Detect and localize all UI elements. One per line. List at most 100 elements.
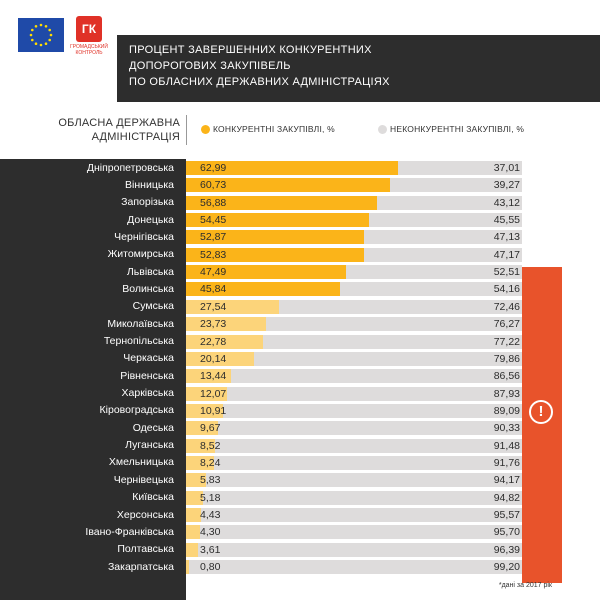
- noncompetitive-bar: [186, 317, 522, 332]
- region-label: Кіровоградська: [99, 404, 174, 417]
- region-label: Дніпропетровська: [86, 161, 174, 174]
- competitive-bar: [186, 508, 201, 522]
- competitive-bar: [186, 265, 346, 280]
- footnote: *дані за 2017 рік: [498, 582, 552, 589]
- region-label: Чернівецька: [113, 473, 174, 486]
- noncompetitive-bar: [186, 334, 522, 349]
- region-label: Сумська: [132, 300, 174, 313]
- region-label: Харківська: [121, 387, 174, 400]
- noncompetitive-bar: [186, 455, 522, 470]
- competitive-bar: [186, 490, 204, 505]
- competitive-value-label: 8,24: [200, 456, 221, 469]
- noncompetitive-bar: [186, 490, 522, 505]
- region-label-panel: [0, 159, 186, 600]
- competitive-bar: [186, 334, 263, 349]
- region-label: Полтавська: [117, 543, 174, 556]
- region-label: Миколаївська: [107, 317, 174, 330]
- noncompetitive-value-label: 99,20: [493, 561, 520, 574]
- region-label: Тернопільська: [103, 335, 174, 347]
- noncompetitive-value-label: 39,27: [493, 179, 520, 192]
- competitive-value-label: 23,73: [200, 318, 227, 331]
- competitive-value-label: 4,30: [200, 526, 221, 539]
- legend-noncompetitive-label: НЕКОНКУРЕНТНІ ЗАКУПІВЛІ, %: [390, 124, 525, 134]
- competitive-value-label: 20,14: [200, 352, 227, 365]
- noncompetitive-bar: [186, 421, 522, 436]
- noncompetitive-value-label: 47,13: [493, 231, 520, 244]
- competitive-bar: [186, 438, 215, 453]
- competitive-bar: [186, 213, 369, 228]
- noncompetitive-value-label: 91,76: [493, 456, 520, 469]
- competitive-value-label: 5,83: [200, 474, 221, 487]
- competitive-value-label: 45,84: [200, 283, 227, 296]
- region-label: Черкаська: [123, 352, 174, 365]
- competitive-value-label: 13,44: [200, 370, 227, 383]
- gk-logo-mark: ГК: [76, 16, 102, 42]
- competitive-value-label: 52,83: [200, 248, 227, 261]
- title-box: ПРОЦЕНТ ЗАВЕРШЕННИХ КОНКУРЕНТНИХ ДОПОРОГ…: [117, 35, 600, 102]
- noncompetitive-value-label: 37,01: [493, 162, 520, 174]
- gk-logo: ГК ГРОМАДСЬКИЙ КОНТРОЛЬ: [70, 16, 108, 56]
- competitive-value-label: 62,99: [200, 162, 227, 174]
- noncompetitive-value-label: 87,93: [493, 387, 520, 400]
- noncompetitive-bar: [186, 351, 522, 366]
- noncompetitive-value-label: 76,27: [493, 318, 520, 331]
- region-label: Київська: [132, 491, 174, 504]
- alert-highlight-bar: [522, 267, 562, 583]
- region-label: Одеська: [132, 421, 174, 434]
- noncompetitive-value-label: 95,57: [493, 509, 520, 521]
- competitive-bar: [186, 230, 364, 245]
- competitive-value-label: 8,52: [200, 439, 221, 452]
- noncompetitive-bar: [186, 386, 522, 401]
- competitive-bar: [186, 351, 254, 366]
- competitive-bar: [186, 386, 227, 401]
- competitive-bar: [186, 473, 206, 488]
- competitive-value-label: 4,43: [200, 509, 221, 521]
- competitive-bar: [186, 299, 279, 314]
- exclamation-icon: !: [529, 400, 553, 424]
- noncompetitive-value-label: 96,39: [493, 543, 520, 556]
- competitive-value-label: 10,91: [200, 404, 227, 417]
- title-line-2: ДОПОРОГОВИХ ЗАКУПІВЕЛЬ: [129, 60, 291, 72]
- title-line-3: ПО ОБЛАСНИХ ДЕРЖАВНИХ АДМІНІСТРАЦІЯХ: [129, 76, 390, 88]
- competitive-value-label: 0,80: [200, 561, 221, 574]
- competitive-value-label: 9,67: [200, 422, 221, 435]
- noncompetitive-bar: [186, 403, 522, 418]
- noncompetitive-value-label: 91,48: [493, 439, 520, 452]
- eu-flag-icon: [18, 18, 64, 52]
- region-label: Хмельницька: [108, 456, 174, 469]
- noncompetitive-value-label: 77,22: [493, 335, 520, 348]
- region-label: Рівненська: [120, 369, 174, 382]
- noncompetitive-bar: [186, 560, 522, 575]
- column-label-line-2: АДМІНІСТРАЦІЯ: [91, 131, 180, 143]
- competitive-value-label: 3,61: [200, 543, 221, 556]
- noncompetitive-value-label: 54,16: [493, 283, 520, 296]
- noncompetitive-value-label: 43,12: [493, 196, 520, 209]
- title-line-1: ПРОЦЕНТ ЗАВЕРШЕННИХ КОНКУРЕНТНИХ: [129, 44, 372, 56]
- competitive-value-label: 22,78: [200, 335, 227, 348]
- competitive-bar: [186, 369, 232, 384]
- region-label: Запорізька: [121, 196, 174, 209]
- noncompetitive-bar: [186, 473, 522, 488]
- noncompetitive-value-label: 52,51: [493, 266, 520, 279]
- region-label: Закарпатська: [107, 560, 174, 573]
- competitive-value-label: 5,18: [200, 491, 221, 504]
- gk-logo-caption: ГРОМАДСЬКИЙ КОНТРОЛЬ: [70, 44, 108, 56]
- competitive-value-label: 60,73: [200, 179, 227, 192]
- region-label: Луганська: [125, 439, 174, 452]
- noncompetitive-value-label: 79,86: [493, 352, 520, 365]
- competitive-value-label: 52,87: [200, 231, 227, 244]
- noncompetitive-value-label: 94,17: [493, 474, 520, 487]
- region-label: Івано-Франківська: [85, 525, 174, 538]
- noncompetitive-value-label: 89,09: [493, 404, 520, 417]
- legend-noncompetitive-dot: [378, 125, 387, 134]
- competitive-bar: [186, 195, 378, 210]
- noncompetitive-value-label: 47,17: [493, 248, 520, 261]
- region-label: Волинська: [122, 282, 174, 295]
- competitive-bar: [186, 282, 341, 297]
- competitive-bar: [186, 317, 266, 332]
- competitive-bar: [186, 403, 223, 418]
- competitive-value-label: 27,54: [200, 300, 227, 313]
- noncompetitive-bar: [186, 438, 522, 453]
- region-label: Херсонська: [116, 508, 174, 521]
- noncompetitive-value-label: 45,55: [493, 214, 520, 227]
